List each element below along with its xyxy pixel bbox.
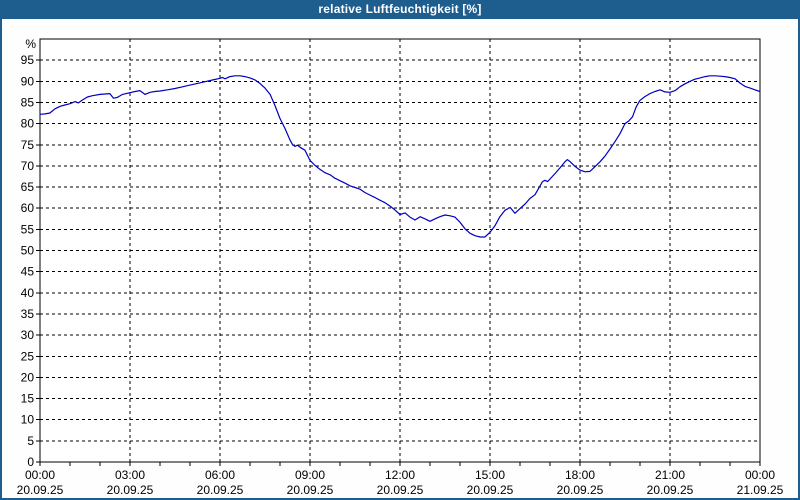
title-bar: relative Luftfeuchtigkeit [%] — [0, 0, 800, 19]
window-title: relative Luftfeuchtigkeit [%] — [318, 2, 482, 16]
x-axis-date-labels: 20.09.25 20.09.25 20.09.25 20.09.25 20.09.25… — [17, 483, 784, 497]
x-tick-time-label: 15:00 — [475, 468, 505, 482]
y-tick-label: 70 — [21, 159, 35, 173]
y-tick-label: 20 — [21, 370, 35, 384]
y-tick-label: 50 — [21, 244, 35, 258]
x-tick-date-label: 20.09.25 — [107, 483, 154, 497]
y-tick-label: 40 — [21, 286, 35, 300]
y-tick-label: 5 — [27, 434, 34, 448]
x-tick-time-label: 09:00 — [295, 468, 325, 482]
x-tick-date-label: 20.09.25 — [467, 483, 514, 497]
y-tick-label: 55 — [21, 222, 35, 236]
x-tick-time-label: 21:00 — [655, 468, 685, 482]
y-tick-label: 75 — [21, 138, 35, 152]
x-tick-time-label: 06:00 — [205, 468, 235, 482]
y-tick-label: 25 — [21, 349, 35, 363]
y-tick-label: 80 — [21, 117, 35, 131]
y-tick-label: 35 — [21, 307, 35, 321]
y-tick-label: 60 — [21, 201, 35, 215]
x-tick-time-label: 00:00 — [745, 468, 775, 482]
y-axis-ticks — [36, 59, 40, 463]
y-tick-label: 45 — [21, 265, 35, 279]
x-tick-date-label: 20.09.25 — [647, 483, 694, 497]
y-tick-label: 15 — [21, 392, 35, 406]
x-tick-date-label: 20.09.25 — [197, 483, 244, 497]
y-tick-label: 95 — [21, 53, 35, 67]
x-tick-date-label: 20.09.25 — [17, 483, 64, 497]
x-axis-ticks — [39, 462, 761, 466]
chart-svg: 0 5 10 15 20 25 30 35 40 45 50 55 60 65 70 75 80 85 90 95% 0… — [17, 37, 784, 497]
y-tick-label: 90 — [21, 74, 35, 88]
y-axis-labels: 0 5 10 15 20 25 30 35 40 45 50 55 60 65 70 75 80 85 90 95 — [21, 53, 35, 469]
x-tick-date-label: 20.09.25 — [377, 483, 424, 497]
x-axis-time-labels: 00:00 03:00 06:00 09:00 12:00 15:00 18:00 21:00… — [25, 468, 775, 482]
x-gridlines — [129, 39, 671, 462]
humidity-line — [39, 75, 761, 238]
x-tick-time-label: 03:00 — [115, 468, 145, 482]
y-tick-label: 30 — [21, 328, 35, 342]
y-tick-label: 10 — [21, 413, 35, 427]
x-tick-time-label: 12:00 — [385, 468, 415, 482]
x-tick-time-label: 00:00 — [25, 468, 55, 482]
y-tick-label: 65 — [21, 180, 35, 194]
y-axis-unit-label: % — [25, 37, 36, 51]
series-0 — [39, 75, 761, 238]
x-tick-date-label: 20.09.25 — [557, 483, 604, 497]
plot-frame — [39, 38, 761, 463]
x-tick-date-label: 20.09.25 — [287, 483, 334, 497]
x-tick-time-label: 18:00 — [565, 468, 595, 482]
x-tick-date-label: 21.09.25 — [737, 483, 784, 497]
y-axis-unit: % — [25, 37, 36, 51]
y-tick-label: 0 — [27, 455, 34, 469]
y-tick-label: 85 — [21, 95, 35, 109]
